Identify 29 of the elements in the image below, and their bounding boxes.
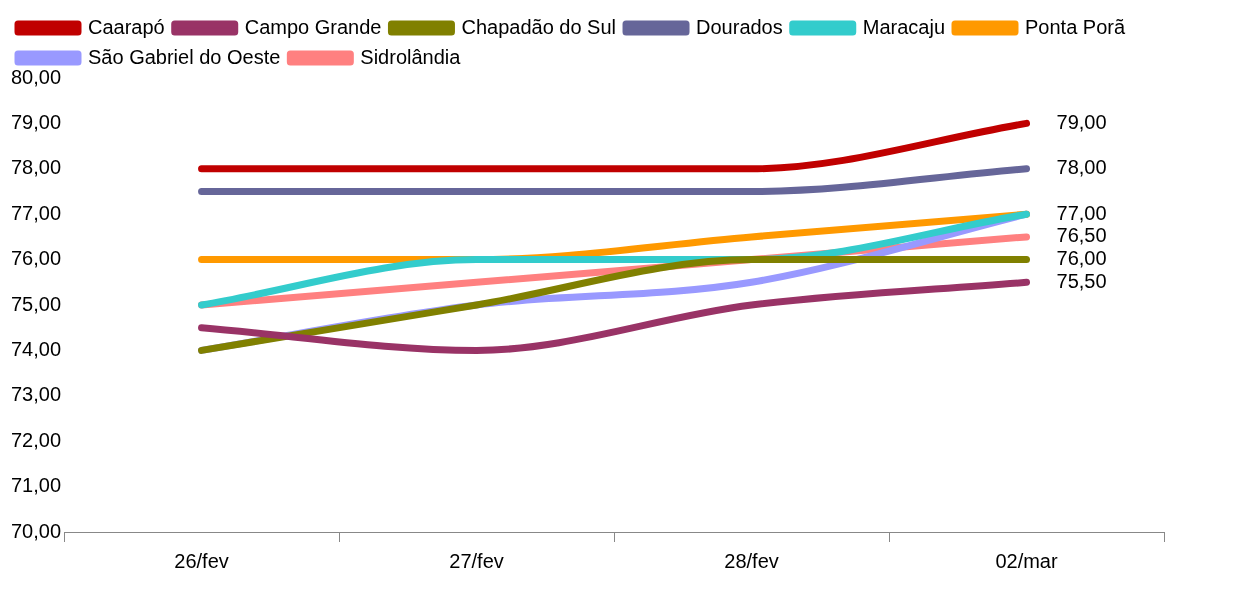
legend-label: São Gabriel do Oeste [88, 45, 281, 68]
x-tick-label: 27/fev [449, 549, 504, 572]
y-tick-label: 75,00 [10, 292, 62, 315]
legend-label: Sidrolândia [360, 45, 462, 68]
legend-label: Maracaju [862, 15, 946, 38]
y-tick-label: 78,00 [10, 156, 62, 179]
data-label: 76,50 [1056, 224, 1107, 247]
y-tick-label: 77,00 [10, 201, 62, 224]
data-label: 78,00 [1056, 156, 1107, 179]
legend-label: Caarapó [88, 15, 165, 38]
x-tick-label: 28/fev [724, 549, 779, 572]
y-tick-label: 70,00 [10, 519, 62, 542]
legend-label: Chapadão do Sul [461, 15, 617, 38]
y-tick-label: 71,00 [10, 474, 62, 497]
data-label: 79,00 [1056, 110, 1107, 133]
y-tick-label: 74,00 [10, 337, 62, 360]
x-tick-label: 02/mar [995, 549, 1058, 572]
y-tick-label: 76,00 [10, 247, 62, 270]
y-tick-label: 80,00 [10, 65, 62, 88]
data-label: 77,00 [1056, 201, 1107, 224]
data-label: 76,00 [1056, 247, 1107, 270]
legend-label: Ponta Porã [1025, 15, 1126, 38]
y-tick-label: 79,00 [10, 110, 62, 133]
data-label: 75,50 [1056, 269, 1107, 292]
y-tick-label: 72,00 [10, 428, 62, 451]
legend-label: Campo Grande [244, 15, 382, 38]
x-tick-label: 26/fev [174, 549, 229, 572]
y-tick-label: 73,00 [10, 383, 62, 406]
legend-label: Dourados [696, 15, 783, 38]
